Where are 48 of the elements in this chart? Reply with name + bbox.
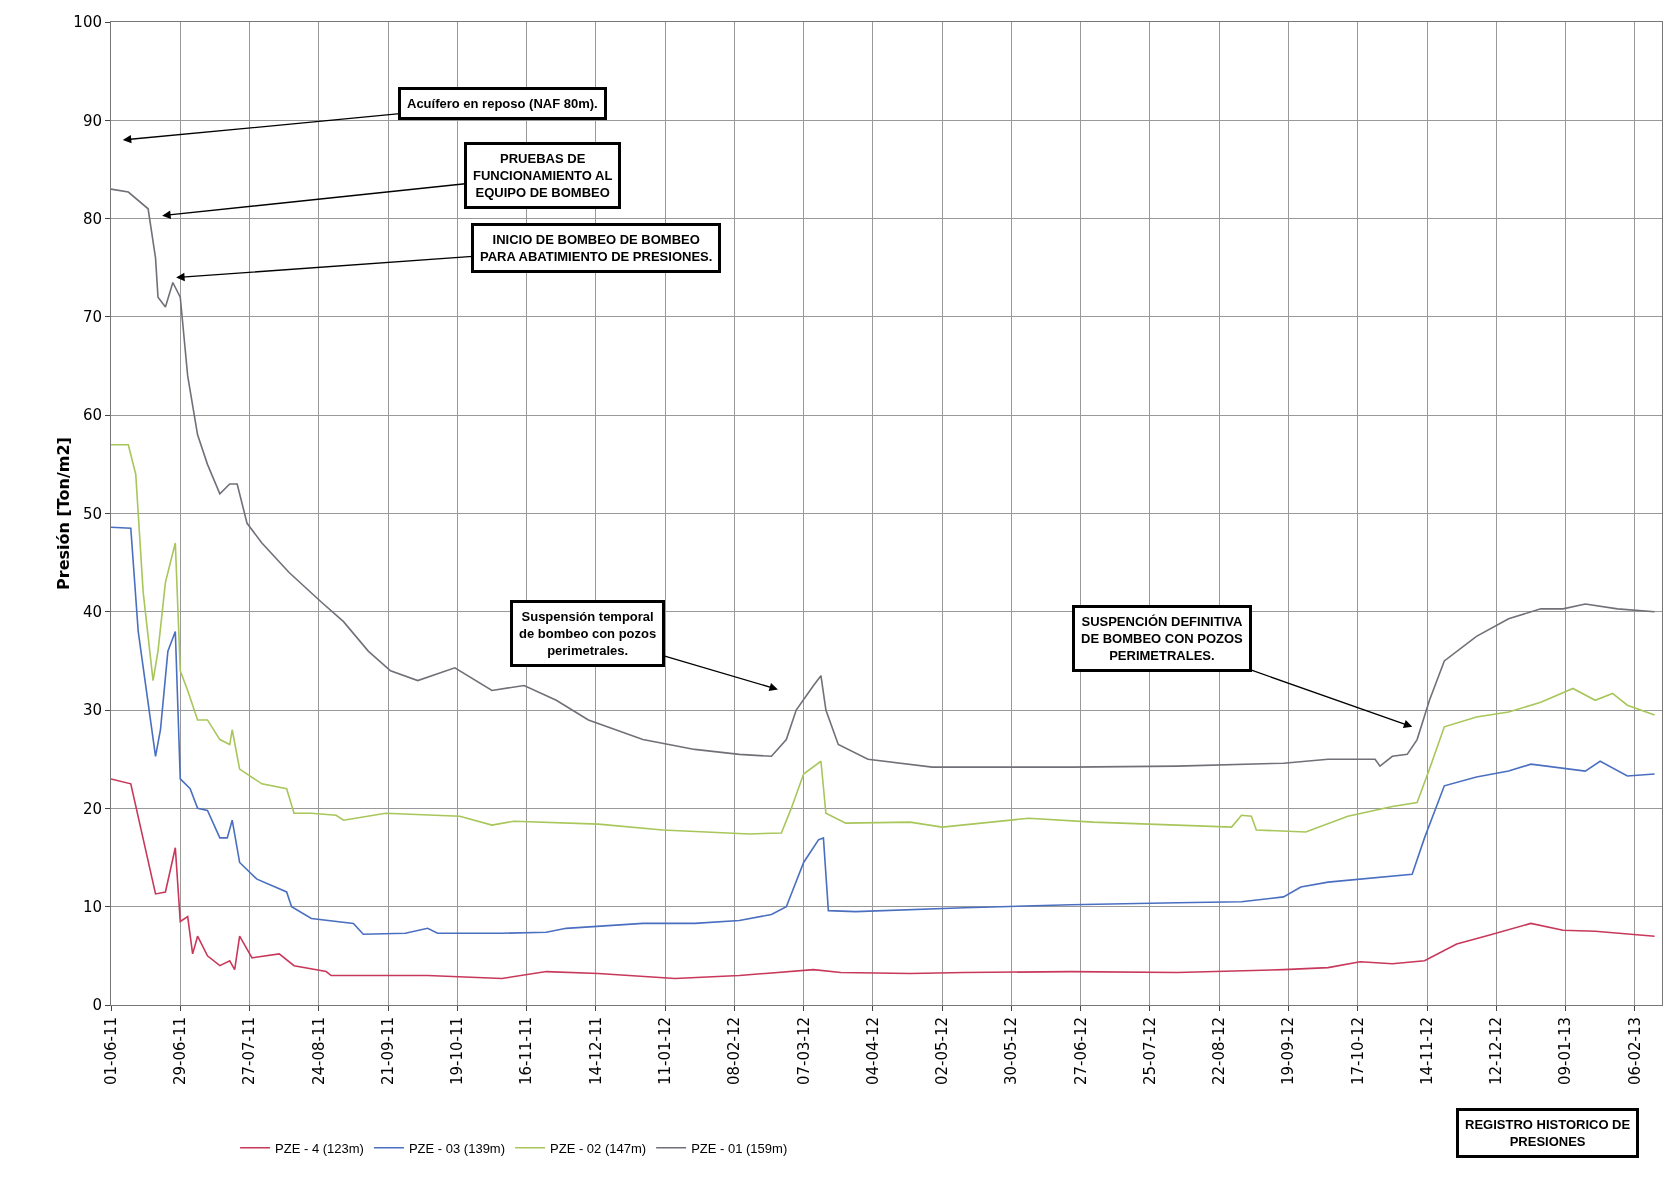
annotation: PRUEBAS DE FUNCIONAMIENTO AL EQUIPO DE BOMBEO xyxy=(473,151,613,200)
x-tick-label: 22-08-12 xyxy=(1210,1017,1229,1086)
x-tick-label: 21-09-11 xyxy=(378,1017,397,1086)
annotation: Acuífero en reposo (NAF 80m). xyxy=(407,96,598,111)
y-tick-label: 70 xyxy=(82,308,102,327)
annotation: Suspensión temporal de bombeo con pozos perimetrales. xyxy=(519,609,657,658)
line-series xyxy=(111,526,1656,936)
y-tick-label: 60 xyxy=(82,406,102,425)
y-tick-label: 40 xyxy=(82,603,102,622)
y-tick-label: 10 xyxy=(82,897,102,916)
y-tick-label: 50 xyxy=(82,504,102,523)
x-tick-label: 07-03-12 xyxy=(794,1017,813,1086)
x-tick-label: 16-11-11 xyxy=(517,1017,536,1086)
x-tick-label: 17-10-12 xyxy=(1348,1017,1367,1086)
annotation: SUSPENCIÓN DEFINITIVA DE BOMBEO CON POZOS PERIMETRALES. xyxy=(1081,614,1244,663)
x-tick-label: 04-04-12 xyxy=(863,1017,882,1086)
x-tick-label: 19-09-12 xyxy=(1279,1017,1298,1086)
legend-label: PZE - 01 (159m) xyxy=(691,1140,788,1156)
x-tick-label: 27-06-12 xyxy=(1071,1017,1090,1086)
x-tick-label: 19-10-11 xyxy=(448,1017,467,1086)
y-tick-label: 20 xyxy=(82,799,102,818)
x-tick-label: 01-06-11 xyxy=(101,1017,120,1086)
x-tick-label: 09-01-13 xyxy=(1556,1017,1575,1086)
annotation: INICIO DE BOMBEO DE BOMBEO PARA ABATIMIENTO DE PRESIONES. xyxy=(480,232,713,264)
x-tick-label: 25-07-12 xyxy=(1140,1017,1159,1086)
y-axis-title: Presión [Ton/m2] xyxy=(54,437,73,590)
y-tick-label: 100 xyxy=(73,13,102,32)
line-series xyxy=(111,443,1656,835)
legend-label: PZE - 03 (139m) xyxy=(408,1140,506,1156)
x-tick-label: 06-02-13 xyxy=(1625,1017,1644,1086)
x-tick-label: 30-05-12 xyxy=(1002,1017,1021,1086)
x-tick-label: 12-12-12 xyxy=(1487,1017,1506,1086)
x-tick-label: 02-05-12 xyxy=(933,1017,952,1086)
x-tick-label: 24-08-11 xyxy=(309,1017,328,1086)
x-tick-label: 08-02-12 xyxy=(725,1017,744,1086)
x-tick-label: 14-11-12 xyxy=(1417,1017,1436,1086)
y-tick-label: 90 xyxy=(82,111,102,130)
legend-label: PZE - 02 (147m) xyxy=(550,1140,647,1156)
line-series xyxy=(111,778,1656,980)
y-tick-label: 80 xyxy=(82,209,102,228)
x-tick-label: 27-07-11 xyxy=(240,1017,259,1086)
text: REGISTRO HISTORICO DE PRESIONES xyxy=(1465,1117,1631,1149)
legend-label: PZE - 4 (123m) xyxy=(275,1140,364,1156)
x-tick-label: 14-12-11 xyxy=(586,1017,605,1086)
x-tick-label: 11-01-12 xyxy=(655,1017,674,1086)
x-tick-label: 29-06-11 xyxy=(171,1017,190,1086)
y-tick-label: 0 xyxy=(92,996,102,1015)
y-tick-label: 30 xyxy=(82,701,102,720)
